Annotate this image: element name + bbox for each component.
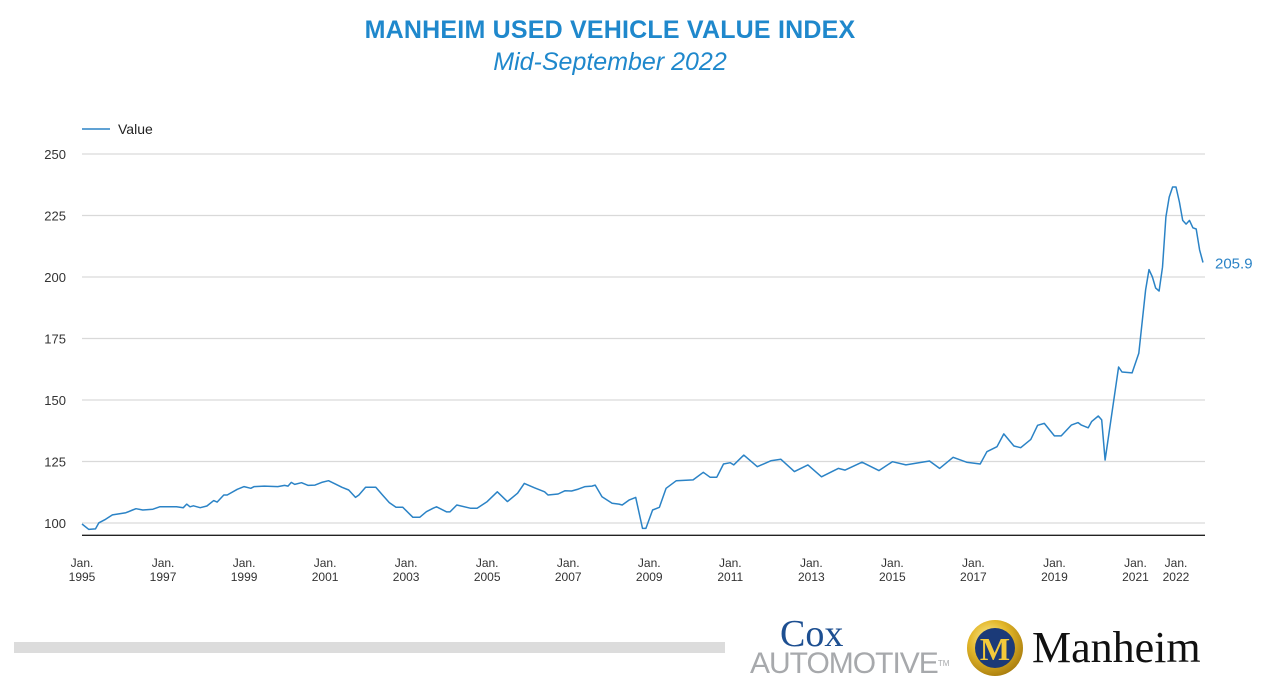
x-tick-label: 2009 — [636, 570, 663, 584]
line-chart: 100125150175200225250Jan.1995Jan.1997Jan… — [44, 121, 1253, 584]
x-tick-label: 1997 — [150, 570, 177, 584]
y-tick-label: 100 — [44, 516, 66, 531]
y-tick-label: 125 — [44, 455, 66, 470]
x-tick-label: Jan. — [719, 556, 742, 570]
y-tick-label: 225 — [44, 209, 66, 224]
x-tick-label: Jan. — [1043, 556, 1066, 570]
x-tick-label: 2015 — [879, 570, 906, 584]
cox-automotive-logo: Cox AUTOMOTIVETM — [750, 615, 950, 685]
x-tick-label: Jan. — [314, 556, 337, 570]
x-tick-label: Jan. — [152, 556, 175, 570]
x-tick-label: Jan. — [395, 556, 418, 570]
x-tick-label: 2013 — [798, 570, 825, 584]
x-tick-label: Jan. — [1124, 556, 1147, 570]
y-tick-label: 150 — [44, 393, 66, 408]
x-tick-label: Jan. — [476, 556, 499, 570]
manheim-logo-text: Manheim — [1032, 623, 1201, 672]
x-tick-label: 2019 — [1041, 570, 1068, 584]
x-tick-label: Jan. — [881, 556, 904, 570]
x-tick-label: Jan. — [638, 556, 661, 570]
x-tick-label: 1995 — [69, 570, 96, 584]
svg-text:M: M — [980, 631, 1010, 667]
x-tick-label: 2003 — [393, 570, 420, 584]
cox-logo-text: Cox — [780, 613, 844, 655]
series-line-value — [81, 186, 1204, 531]
x-tick-label: 2021 — [1122, 570, 1149, 584]
chart-title: MANHEIM USED VEHICLE VALUE INDEX — [364, 16, 856, 44]
manheim-emblem-icon: M — [967, 620, 1023, 676]
x-tick-label: Jan. — [1165, 556, 1188, 570]
legend-label: Value — [118, 121, 153, 137]
x-tick-label: Jan. — [71, 556, 94, 570]
chart-subtitle: Mid-September 2022 — [493, 48, 727, 76]
x-tick-label: 2007 — [555, 570, 582, 584]
x-tick-label: 2001 — [312, 570, 339, 584]
x-tick-label: 2011 — [717, 570, 743, 584]
x-tick-label: 2022 — [1163, 570, 1190, 584]
end-value-label: 205.9 — [1215, 255, 1253, 272]
x-tick-label: Jan. — [557, 556, 580, 570]
x-tick-label: 2017 — [960, 570, 987, 584]
x-tick-label: Jan. — [233, 556, 256, 570]
x-tick-label: 1999 — [231, 570, 258, 584]
x-tick-label: Jan. — [962, 556, 985, 570]
footer-bar — [14, 642, 725, 653]
automotive-logo-text: AUTOMOTIVETM — [750, 647, 950, 680]
y-tick-label: 200 — [44, 270, 66, 285]
y-tick-label: 175 — [44, 332, 66, 347]
x-tick-label: Jan. — [800, 556, 823, 570]
y-tick-label: 250 — [44, 147, 66, 162]
x-tick-label: 2005 — [474, 570, 501, 584]
